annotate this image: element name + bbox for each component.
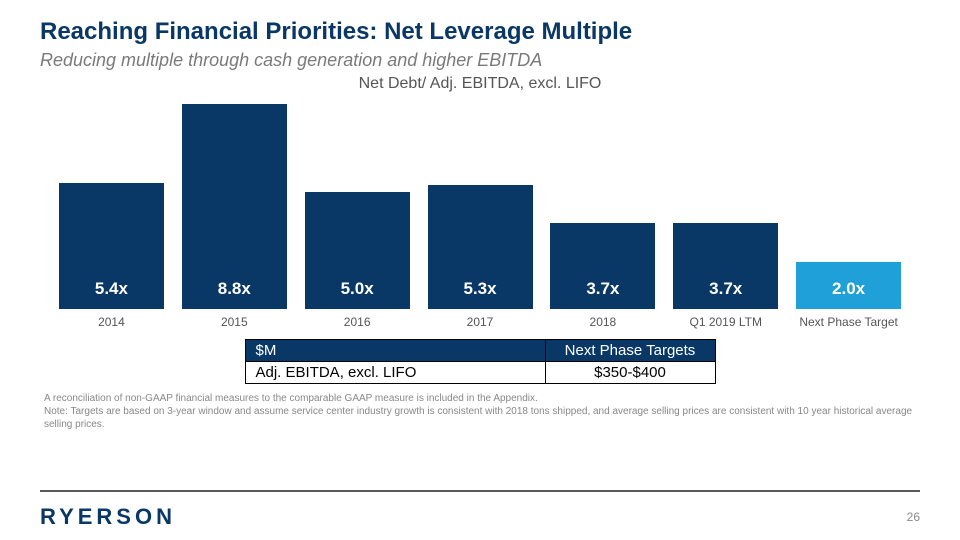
bar-category-label: 2017: [467, 315, 494, 329]
bar-group: 3.7x Q1 2019 LTM: [670, 223, 781, 329]
bar-value-label: 3.7x: [586, 279, 619, 299]
bar: 8.8x: [182, 104, 287, 309]
company-logo: RYERSON: [40, 504, 176, 530]
bar-group: 5.3x 2017: [425, 185, 536, 329]
table-row1-value: $350-$400: [545, 362, 715, 384]
bar-chart: 5.4x 2014 8.8x 2015 5.0x 2016 5.3x 2017 3.7x 2018…: [40, 99, 920, 329]
footnote: A reconciliation of non-GAAP financial m…: [40, 392, 920, 431]
bar-value-label: 2.0x: [832, 279, 865, 299]
table-col2-header: Next Phase Targets: [545, 340, 715, 362]
bar: 2.0x: [796, 262, 901, 309]
bar-group: 5.0x 2016: [302, 192, 413, 329]
bar-category-label: 2015: [221, 315, 248, 329]
bar: 5.0x: [305, 192, 410, 309]
bar-value-label: 5.0x: [341, 279, 374, 299]
footer: RYERSON 26: [40, 504, 920, 530]
bar-group: 8.8x 2015: [179, 104, 290, 329]
footnote-line2: Note: Targets are based on 3-year window…: [44, 405, 916, 431]
table-row1-label: Adj. EBITDA, excl. LIFO: [245, 362, 545, 384]
table-data-row: Adj. EBITDA, excl. LIFO $350-$400: [245, 362, 715, 384]
page-number: 26: [907, 510, 920, 524]
slide-container: Reaching Financial Priorities: Net Lever…: [0, 0, 960, 540]
bar: 5.3x: [428, 185, 533, 309]
bar-value-label: 8.8x: [218, 279, 251, 299]
table-header-row: $M Next Phase Targets: [245, 340, 715, 362]
bar-value-label: 5.4x: [95, 279, 128, 299]
targets-table: $M Next Phase Targets Adj. EBITDA, excl.…: [245, 339, 716, 384]
bar-group: 5.4x 2014: [56, 183, 167, 329]
bar: 5.4x: [59, 183, 164, 309]
slide-title: Reaching Financial Priorities: Net Lever…: [40, 18, 920, 46]
bar-value-label: 3.7x: [709, 279, 742, 299]
bar-category-label: 2014: [98, 315, 125, 329]
slide-subtitle: Reducing multiple through cash generatio…: [40, 50, 920, 71]
table-col1-header: $M: [245, 340, 545, 362]
bar-category-label: Next Phase Target: [799, 315, 898, 329]
bar-value-label: 5.3x: [463, 279, 496, 299]
targets-table-wrap: $M Next Phase Targets Adj. EBITDA, excl.…: [40, 339, 920, 384]
bar-category-label: 2016: [344, 315, 371, 329]
bar-group: 2.0x Next Phase Target: [793, 262, 904, 329]
bar-group: 3.7x 2018: [547, 223, 658, 329]
bar: 3.7x: [550, 223, 655, 309]
bar: 3.7x: [673, 223, 778, 309]
bar-category-label: 2018: [590, 315, 617, 329]
footer-divider: [40, 490, 920, 492]
chart-title: Net Debt/ Adj. EBITDA, excl. LIFO: [40, 75, 920, 93]
footnote-line1: A reconciliation of non-GAAP financial m…: [44, 392, 916, 405]
bar-category-label: Q1 2019 LTM: [689, 315, 761, 329]
